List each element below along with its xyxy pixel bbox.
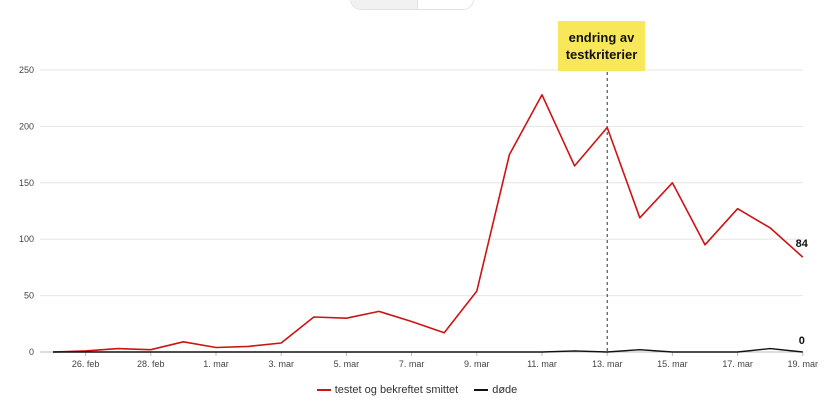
- x-tick-label: 11. mar: [527, 359, 557, 369]
- legend-swatch-confirmed: [316, 389, 331, 391]
- legend-item-deaths[interactable]: døde: [474, 384, 517, 396]
- gridlines: [40, 69, 803, 353]
- y-axis-ticks: 0 50 100 150 200 250: [19, 65, 34, 357]
- line-chart: 0 50 100 150 200 250 26. feb 28. feb 1. mar 3. m…: [19, 65, 818, 369]
- end-label-deaths: 0: [799, 335, 805, 347]
- legend-label-confirmed: testet og bekreftet smittet: [334, 384, 459, 396]
- x-tick-label: 7. mar: [399, 359, 425, 369]
- toggle-option-left[interactable]: [351, 0, 417, 9]
- legend-label-deaths: døde: [492, 384, 518, 396]
- x-tick-label: 13. mar: [592, 359, 623, 369]
- x-tick-label: 28. feb: [137, 359, 165, 369]
- legend-swatch-deaths: [474, 389, 489, 391]
- annotation-box: endring av testkriterier: [558, 21, 645, 71]
- x-tick-label: 1. mar: [203, 359, 229, 369]
- series-line-deaths[interactable]: [53, 347, 803, 353]
- x-tick-label: 26. feb: [72, 359, 100, 369]
- x-tick-label: 3. mar: [268, 359, 294, 369]
- y-tick-label: 50: [24, 291, 34, 301]
- x-axis-ticks: 26. feb 28. feb 1. mar 3. mar 5. mar 7. mar 9.…: [72, 352, 818, 369]
- legend: testet og bekreftet smittet døde: [0, 384, 834, 396]
- y-tick-label: 200: [19, 121, 34, 131]
- x-tick-label: 15. mar: [657, 359, 688, 369]
- x-tick-label: 9. mar: [464, 359, 490, 369]
- y-tick-label: 150: [19, 178, 34, 188]
- series-lines: [52, 94, 804, 353]
- y-tick-label: 250: [19, 65, 34, 75]
- series-line-confirmed[interactable]: [52, 94, 804, 353]
- y-tick-label: 100: [19, 234, 34, 244]
- y-tick-label: 0: [29, 347, 34, 357]
- legend-item-confirmed[interactable]: testet og bekreftet smittet: [316, 384, 459, 396]
- toggle-option-right[interactable]: [417, 0, 473, 9]
- x-tick-label: 17. mar: [722, 359, 753, 369]
- x-tick-label: 19. mar: [788, 359, 819, 369]
- end-label-confirmed: 84: [796, 238, 809, 250]
- x-tick-label: 5. mar: [334, 359, 360, 369]
